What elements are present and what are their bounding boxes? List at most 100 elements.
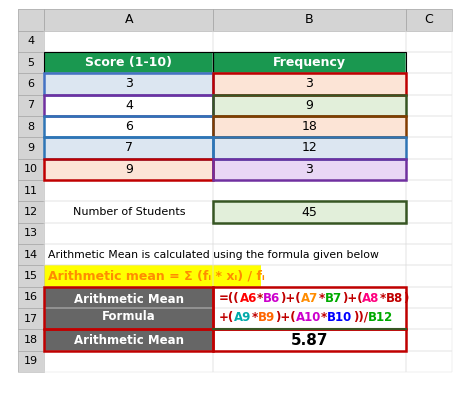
Bar [44,351,213,372]
Text: Number of Students: Number of Students [73,207,185,217]
Bar [18,158,44,180]
Bar [44,308,213,329]
Bar [406,52,452,73]
Bar [44,137,213,158]
Text: A10: A10 [296,311,321,324]
Bar [213,95,406,116]
Text: B10: B10 [327,311,353,324]
Bar [406,73,452,95]
Text: B: B [305,13,314,26]
Text: Arithmetic Mean is calculated using the formula given below: Arithmetic Mean is calculated using the … [48,250,379,260]
Text: 7: 7 [125,141,133,154]
Bar [44,287,213,329]
Bar [18,73,44,95]
Bar [18,52,44,73]
Bar [213,158,406,180]
Bar [44,30,213,52]
Bar [44,158,213,180]
Text: 17: 17 [24,314,38,324]
Bar [406,265,452,287]
Bar [406,223,452,244]
Bar [44,223,213,244]
Text: 19: 19 [24,357,38,367]
Bar [213,180,406,201]
Bar [213,180,406,201]
Text: 10: 10 [24,164,38,174]
Bar [44,116,213,137]
Bar [213,308,406,329]
Bar [18,158,44,180]
Bar [406,158,452,180]
Text: 4: 4 [125,99,133,112]
Bar [213,73,406,95]
Bar [44,116,213,137]
Text: 18: 18 [301,120,318,133]
Bar [213,9,406,30]
Bar [406,180,452,201]
Bar [406,9,452,30]
Bar [18,308,44,329]
Text: 14: 14 [24,250,38,260]
Bar [44,30,213,52]
Bar [44,329,213,351]
Text: 13: 13 [24,229,38,239]
Bar [213,201,406,223]
Bar [406,265,452,287]
Bar [406,244,452,265]
Bar [44,265,213,287]
Bar [213,244,406,265]
Bar [406,351,452,372]
Bar [18,329,44,351]
Text: 8: 8 [27,122,35,132]
Bar [213,95,406,116]
Text: )+(: )+( [281,292,301,305]
Bar [18,30,44,52]
Text: B9: B9 [258,311,275,324]
Bar [213,223,406,244]
Bar [213,52,406,73]
Text: =((: =(( [219,292,240,305]
Text: Frequency: Frequency [273,56,346,69]
Bar [406,329,452,351]
Bar [406,180,452,201]
Bar [18,95,44,116]
Bar [44,265,213,287]
Bar [406,287,452,308]
Bar [44,158,213,180]
Bar [18,52,44,73]
Bar [44,95,213,116]
Bar [213,329,406,351]
Bar [44,287,213,308]
Bar [213,52,406,73]
Bar [213,351,406,372]
Text: A6: A6 [240,292,257,305]
Bar [213,158,406,180]
Text: Score (1-10): Score (1-10) [86,56,172,69]
Bar [44,95,213,116]
Text: 3: 3 [306,163,313,176]
Bar [406,30,452,52]
Bar [213,201,406,223]
Text: B12: B12 [368,311,393,324]
Bar [44,95,213,116]
Bar [213,116,406,137]
Text: B8: B8 [386,292,403,305]
Text: B6: B6 [263,292,281,305]
Bar [406,73,452,95]
Bar [213,223,406,244]
Text: Arithmetic mean = Σ (fᵢ * xᵢ) / fᵢ: Arithmetic mean = Σ (fᵢ * xᵢ) / fᵢ [48,269,265,283]
Text: A7: A7 [301,292,319,305]
Text: 9: 9 [125,163,133,176]
Text: *: * [321,311,327,324]
Bar [44,158,213,180]
Text: 18: 18 [24,335,38,345]
Bar [18,287,44,308]
Bar [44,180,213,201]
Bar [18,223,44,244]
Bar [18,180,44,201]
Bar [213,158,406,180]
Bar [213,137,406,158]
Text: 4: 4 [27,36,35,46]
Text: 3: 3 [125,78,133,90]
Bar [44,287,213,329]
